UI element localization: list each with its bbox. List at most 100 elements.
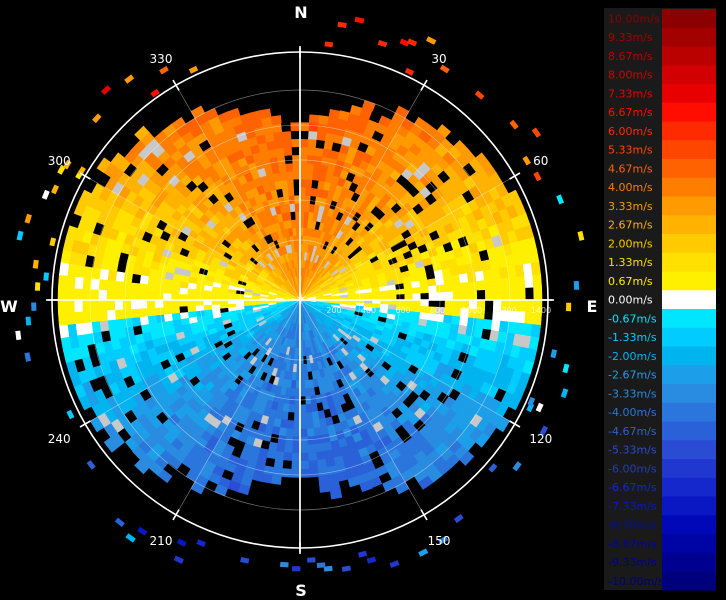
velocity-bin	[89, 288, 99, 301]
legend-label: 2.00m/s	[608, 237, 653, 250]
velocity-bin	[299, 146, 309, 156]
velocity-bin	[114, 280, 124, 292]
velocity-bin	[532, 274, 543, 289]
velocity-bin	[419, 279, 429, 288]
velocity-bin	[419, 305, 430, 314]
velocity-bin	[291, 452, 301, 462]
velocity-bin	[57, 286, 67, 301]
velocity-bin	[154, 292, 164, 301]
velocity-bin	[194, 299, 204, 306]
velocity-bin	[274, 139, 285, 149]
velocity-bin	[286, 419, 295, 430]
velocity-bin	[74, 311, 84, 324]
velocity-bin	[271, 123, 283, 134]
outer-velocity-gate	[418, 548, 429, 557]
velocity-bin	[404, 299, 414, 307]
legend-swatch	[662, 196, 716, 216]
velocity-bin	[501, 288, 511, 301]
velocity-bin	[466, 317, 477, 329]
legend-label: 5.33m/s	[608, 144, 653, 157]
velocity-bin	[299, 122, 310, 132]
velocity-bin	[299, 186, 307, 196]
velocity-bin	[139, 315, 149, 326]
velocity-bin	[138, 282, 148, 293]
velocity-bin	[285, 428, 294, 438]
velocity-bin	[460, 290, 470, 301]
legend-swatch	[662, 421, 716, 441]
outer-velocity-gate	[31, 302, 37, 311]
bearing-tick	[172, 79, 180, 91]
bearing-label: 120	[529, 432, 552, 446]
outer-velocity-gate	[426, 36, 437, 45]
velocity-bin	[273, 458, 284, 469]
velocity-bin	[492, 289, 503, 301]
outer-velocity-gate	[573, 280, 580, 290]
velocity-bin	[293, 412, 301, 422]
legend-swatch	[662, 102, 716, 122]
velocity-bin	[162, 292, 172, 301]
velocity-bin	[98, 278, 108, 291]
velocity-bin	[482, 319, 493, 331]
velocity-bin	[495, 416, 511, 433]
velocity-bin	[468, 281, 478, 292]
velocity-bin	[299, 428, 308, 438]
velocity-bin	[106, 309, 116, 321]
outer-velocity-gate	[291, 566, 301, 572]
velocity-bin	[476, 280, 486, 292]
velocity-bin	[530, 261, 542, 276]
velocity-bin	[517, 287, 527, 301]
bearing-label: 150	[428, 534, 451, 548]
bearing-tick	[509, 172, 521, 180]
range-label: 800	[430, 306, 445, 315]
velocity-bin	[468, 290, 478, 301]
velocity-bin	[291, 444, 301, 454]
velocity-bin	[290, 130, 301, 140]
velocity-bin	[418, 475, 434, 490]
velocity-bin	[361, 100, 376, 113]
velocity-bin	[299, 420, 308, 430]
cardinal-label-n: N	[294, 3, 307, 22]
velocity-bin	[259, 108, 272, 119]
outer-velocity-gate	[173, 555, 184, 564]
velocity-bin	[290, 211, 297, 221]
velocity-bin	[452, 291, 462, 301]
velocity-bin	[492, 278, 502, 291]
velocity-bin	[458, 273, 469, 284]
velocity-bin	[396, 294, 406, 301]
range-rings: ✶	[46, 46, 554, 554]
cardinal-label-s: S	[295, 581, 307, 600]
outer-velocity-gate	[366, 556, 377, 564]
velocity-bin	[57, 311, 68, 326]
legend-label: 9.33m/s	[608, 31, 653, 44]
velocity-bin	[292, 154, 301, 164]
velocity-bin	[81, 288, 91, 301]
velocity-bin	[394, 481, 410, 495]
velocity-bin	[283, 146, 293, 156]
legend-swatch	[662, 477, 716, 497]
velocity-bin	[304, 395, 312, 406]
legend-swatch	[662, 346, 716, 366]
legend-label: 8.00m/s	[608, 69, 653, 82]
range-label: 400	[361, 306, 376, 315]
velocity-bin	[319, 482, 331, 493]
velocity-bin	[307, 452, 318, 462]
velocity-bin	[202, 304, 213, 311]
velocity-bin	[394, 105, 410, 119]
velocity-bin	[484, 309, 494, 321]
velocity-bin	[316, 131, 327, 142]
velocity-bin	[281, 187, 290, 197]
velocity-bin	[130, 281, 140, 292]
legend-swatch	[662, 459, 716, 479]
outer-velocity-gate	[188, 65, 199, 74]
velocity-bin	[403, 281, 413, 290]
legend-label: -9.33m/s	[608, 556, 657, 569]
velocity-bin	[427, 278, 437, 287]
outer-velocity-gate	[307, 557, 316, 563]
legend-swatch	[662, 309, 716, 329]
velocity-bin	[114, 308, 124, 320]
velocity-bin	[271, 466, 283, 477]
velocity-bin	[435, 276, 445, 287]
legend-swatch	[662, 440, 716, 460]
velocity-bin	[310, 403, 319, 413]
legend-swatch	[662, 159, 716, 179]
